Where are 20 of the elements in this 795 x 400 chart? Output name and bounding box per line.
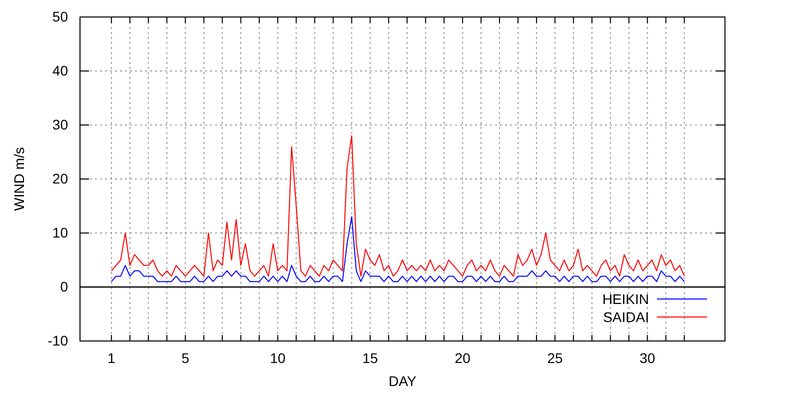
y-tick-label: 40 (52, 62, 68, 78)
x-tick-label: 15 (362, 350, 378, 366)
legend-label: HEIKIN (602, 291, 649, 307)
line-series (110, 135, 685, 277)
line-series (110, 216, 685, 282)
x-tick-label: 25 (547, 350, 563, 366)
x-tick-label: 10 (270, 350, 286, 366)
x-tick-label: 20 (454, 350, 471, 366)
y-axis-title: WIND m/s (11, 147, 27, 211)
x-tick-label: 30 (640, 350, 656, 366)
y-tick-label: 0 (60, 278, 68, 294)
x-axis-title: DAY (388, 373, 418, 389)
y-tick-label: 10 (52, 224, 68, 240)
legend-label: SAIDAI (603, 309, 649, 325)
x-tick-label: 1 (108, 350, 116, 366)
y-tick-label: 50 (52, 8, 68, 24)
y-tick-label: -10 (48, 332, 68, 348)
y-tick-label: 30 (52, 116, 68, 132)
y-tick-label: 20 (52, 170, 68, 186)
x-tick-label: 5 (181, 350, 190, 366)
